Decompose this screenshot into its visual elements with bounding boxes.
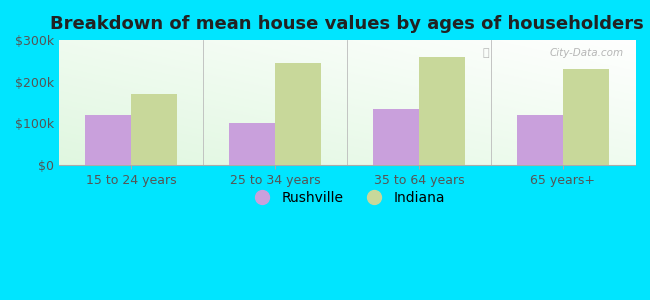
Bar [517,115,563,165]
Bar [229,123,275,165]
Text: ⓘ: ⓘ [482,48,489,58]
Bar [419,57,465,165]
Title: Breakdown of mean house values by ages of householders: Breakdown of mean house values by ages o… [50,15,644,33]
Bar [131,94,177,165]
Bar [275,63,321,165]
Text: City-Data.com: City-Data.com [549,48,623,58]
Legend: Rushville, Indiana: Rushville, Indiana [243,185,451,210]
Bar [563,69,609,165]
Bar [373,109,419,165]
Bar [85,115,131,165]
